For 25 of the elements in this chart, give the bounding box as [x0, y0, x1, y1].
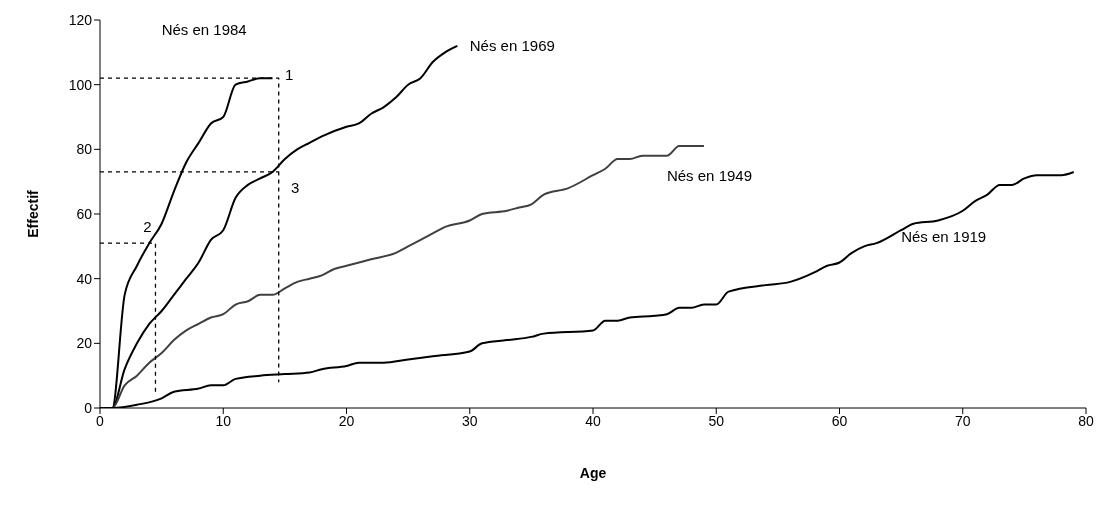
y-tick-label: 0: [84, 399, 93, 416]
annotation: 3: [291, 179, 300, 197]
x-tick-label: 0: [96, 412, 105, 429]
y-tick-label: 40: [76, 270, 93, 287]
x-tick-label: 80: [1078, 412, 1094, 429]
x-tick-label: 20: [338, 412, 355, 429]
y-tick-label: 60: [76, 205, 93, 222]
x-tick-label: 50: [708, 412, 725, 429]
y-tick-label: 120: [68, 11, 93, 28]
y-tick-label: 20: [76, 335, 93, 352]
y-tick-label: 100: [68, 76, 93, 93]
annotation: Nés en 1969: [469, 37, 555, 55]
annotation: 2: [143, 218, 152, 236]
x-axis-title: Age: [579, 465, 607, 481]
annotation: Nés en 1919: [901, 227, 987, 245]
y-tick-label: 80: [76, 141, 93, 158]
x-tick-label: 10: [215, 412, 232, 429]
x-tick-label: 60: [831, 412, 848, 429]
x-tick-label: 40: [585, 412, 601, 429]
x-tick-label: 30: [461, 412, 478, 429]
y-axis-title: Effectif: [24, 189, 41, 238]
annotation: Nés en 1984: [161, 21, 247, 39]
annotation: Nés en 1949: [666, 166, 753, 184]
annotation: 1: [284, 66, 294, 84]
x-tick-label: 70: [954, 412, 971, 429]
